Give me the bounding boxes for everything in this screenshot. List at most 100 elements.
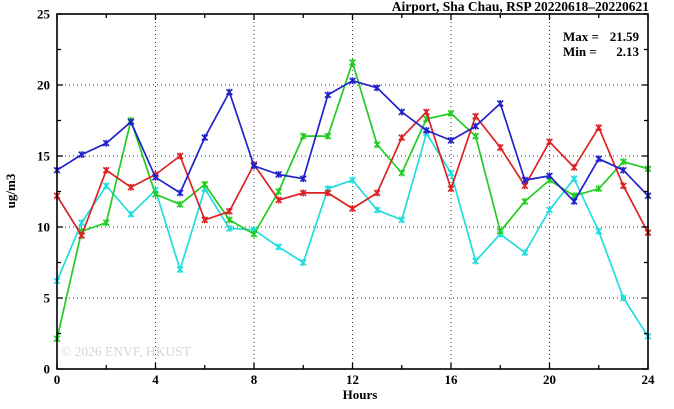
marker bbox=[152, 173, 159, 181]
marker bbox=[398, 108, 406, 116]
series-layer bbox=[53, 58, 652, 343]
series-markers-red bbox=[53, 108, 652, 239]
marker bbox=[472, 132, 480, 140]
marker bbox=[595, 227, 603, 235]
marker bbox=[349, 205, 356, 213]
marker bbox=[250, 162, 258, 170]
x-tick-label: 8 bbox=[251, 372, 258, 387]
y-tick-label: 25 bbox=[37, 7, 51, 22]
marker bbox=[619, 158, 627, 166]
marker bbox=[521, 249, 529, 257]
marker bbox=[472, 257, 480, 265]
marker bbox=[349, 77, 356, 85]
marker bbox=[521, 182, 529, 190]
marker bbox=[595, 124, 603, 132]
marker bbox=[299, 189, 307, 197]
marker bbox=[102, 219, 110, 227]
marker bbox=[398, 134, 406, 142]
marker bbox=[349, 176, 356, 184]
marker bbox=[521, 197, 529, 205]
marker bbox=[78, 151, 86, 159]
marker bbox=[472, 122, 480, 130]
stat-min-value: 2.13 bbox=[616, 44, 639, 59]
marker bbox=[102, 166, 110, 174]
marker bbox=[398, 169, 406, 177]
marker bbox=[176, 152, 184, 160]
marker bbox=[201, 134, 209, 142]
marker bbox=[373, 189, 381, 197]
marker bbox=[127, 118, 135, 126]
tick-label-layer: 0 4 8 12 16 20 24 0 5 10 15 20 25 bbox=[37, 7, 655, 388]
stat-max-value: 21.59 bbox=[610, 29, 640, 44]
marker bbox=[546, 138, 553, 146]
stat-min-label: Min = bbox=[563, 44, 597, 59]
marker bbox=[225, 224, 233, 232]
marker bbox=[422, 108, 430, 116]
marker bbox=[201, 180, 209, 188]
y-tick-label: 5 bbox=[44, 291, 51, 306]
marker bbox=[349, 58, 356, 66]
x-tick-label: 4 bbox=[152, 372, 159, 387]
marker bbox=[176, 200, 184, 208]
marker bbox=[78, 232, 86, 239]
x-axis-label: Hours bbox=[343, 387, 378, 402]
marker bbox=[496, 227, 504, 235]
marker bbox=[570, 163, 578, 171]
marker bbox=[225, 207, 233, 215]
marker bbox=[472, 112, 480, 120]
marker bbox=[546, 172, 553, 180]
watermark: © 2026 ENVF, HKUST bbox=[61, 344, 192, 359]
marker bbox=[422, 126, 430, 134]
marker bbox=[398, 216, 406, 224]
x-tick-label: 24 bbox=[642, 372, 656, 387]
marker bbox=[595, 155, 603, 163]
y-axis-label: ug/m3 bbox=[3, 173, 18, 208]
marker bbox=[324, 91, 332, 99]
marker bbox=[496, 144, 504, 151]
marker bbox=[299, 259, 307, 266]
marker bbox=[619, 166, 627, 174]
y-tick-label: 0 bbox=[44, 362, 51, 377]
marker bbox=[275, 170, 283, 178]
marker bbox=[152, 190, 159, 198]
marker bbox=[299, 132, 307, 140]
marker bbox=[275, 243, 283, 251]
y-tick-label: 15 bbox=[37, 149, 51, 164]
grid-layer bbox=[57, 14, 648, 369]
marker bbox=[570, 175, 578, 183]
marker bbox=[373, 141, 381, 149]
x-tick-label: 16 bbox=[445, 372, 459, 387]
marker bbox=[570, 192, 578, 200]
marker bbox=[127, 210, 135, 218]
y-tick-label: 20 bbox=[37, 78, 50, 93]
marker bbox=[447, 136, 455, 144]
marker bbox=[176, 266, 184, 274]
marker bbox=[447, 109, 455, 117]
marker bbox=[225, 216, 233, 224]
axes-frame bbox=[56, 13, 649, 370]
marker bbox=[78, 219, 86, 227]
marker bbox=[447, 169, 455, 177]
marker bbox=[275, 188, 283, 195]
y-tick-label: 10 bbox=[37, 220, 50, 235]
marker bbox=[201, 216, 209, 224]
x-tick-label: 12 bbox=[346, 372, 359, 387]
chart-title: Airport, Sha Chau, RSP 20220618–20220621 bbox=[392, 0, 650, 14]
marker bbox=[324, 189, 332, 197]
marker bbox=[324, 132, 332, 140]
marker bbox=[102, 139, 110, 147]
marker bbox=[570, 197, 578, 205]
stat-max-label: Max = bbox=[563, 29, 599, 44]
marker bbox=[225, 88, 233, 96]
marker bbox=[373, 206, 381, 214]
x-tick-label: 0 bbox=[54, 372, 61, 387]
x-tick-label: 20 bbox=[543, 372, 556, 387]
marker bbox=[102, 182, 110, 190]
plot-frame bbox=[56, 13, 649, 370]
marker bbox=[496, 99, 504, 107]
marker bbox=[619, 294, 627, 302]
marker bbox=[275, 196, 283, 204]
marker bbox=[595, 185, 603, 193]
